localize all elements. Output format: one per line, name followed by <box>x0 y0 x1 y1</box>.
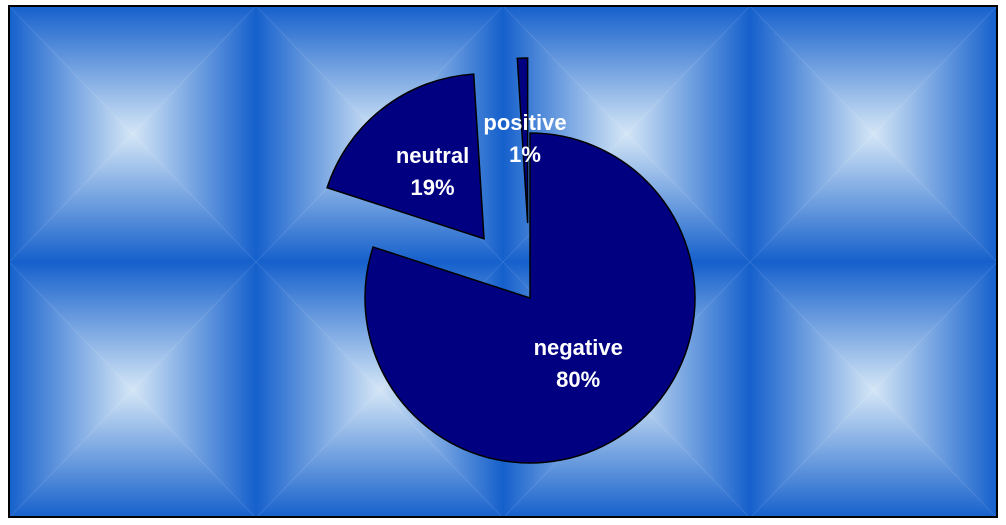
pie-slice <box>326 73 485 240</box>
tile-facet <box>256 262 380 517</box>
tile-facet <box>873 6 997 262</box>
slice-label: neutral <box>396 143 469 168</box>
tile-facet <box>9 134 256 262</box>
slice-value-label: 80% <box>556 367 600 392</box>
tile-facet <box>626 262 750 517</box>
tile-facet <box>750 6 997 134</box>
tile-facet <box>750 6 874 262</box>
slice-label: positive <box>483 110 566 135</box>
pie-slice <box>364 132 696 464</box>
tile-facet <box>132 262 256 517</box>
tile-facet <box>873 262 997 517</box>
slice-label: negative <box>534 335 623 360</box>
tile-facet <box>503 390 750 517</box>
tile-facet <box>9 6 256 134</box>
slice-value-label: 19% <box>411 175 455 200</box>
tile-facet <box>750 262 997 390</box>
tile-facet <box>132 6 256 262</box>
tile-facet <box>9 262 133 517</box>
tile-facet <box>750 134 997 262</box>
tile-facet <box>626 6 750 262</box>
tile-facet <box>9 390 256 517</box>
pie-slice <box>516 57 529 224</box>
tile-facet <box>750 262 874 517</box>
tile-facet <box>256 6 503 134</box>
tile-facet <box>9 262 256 390</box>
tile-facet <box>256 390 503 517</box>
tile-facet <box>9 6 133 262</box>
slice-value-label: 1% <box>509 142 541 167</box>
tile-facet <box>750 390 997 517</box>
tile-facet <box>256 6 380 262</box>
frame <box>8 5 998 518</box>
tile-facet <box>503 6 750 134</box>
